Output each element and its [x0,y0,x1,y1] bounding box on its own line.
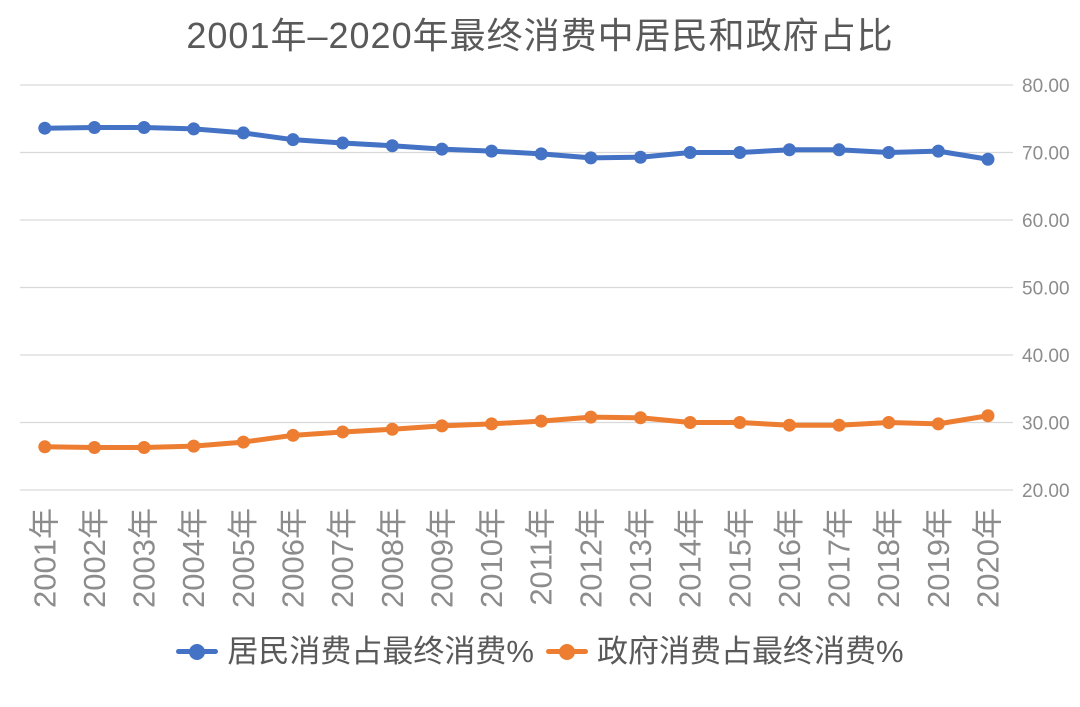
legend-item-1: 政府消费占最终消费% [546,636,904,667]
series-1-point-2006年 [286,428,300,442]
series-0-point-2017年 [832,143,846,157]
y-axis-tick-label: 70.00 [1022,144,1070,165]
x-axis-tick-label: 2006年 [276,508,311,608]
series-0-point-2001年 [38,121,52,135]
series-1-point-2010年 [485,417,499,431]
legend-line-marker-icon [546,643,588,660]
series-0-point-2020年 [981,152,995,166]
series-0-point-2009年 [435,142,449,156]
x-axis-tick-label: 2019年 [921,508,956,608]
series-1-point-2018年 [882,416,896,429]
series-1-point-2015年 [733,416,747,429]
x-axis-tick-label: 2011年 [524,508,559,606]
series-1-point-2005年 [236,435,250,449]
x-axis-tick-label: 2008年 [375,508,410,608]
series-1-point-2017年 [832,418,846,432]
y-axis-tick-label: 30.00 [1022,414,1070,435]
x-axis-tick-label: 2007年 [325,508,360,608]
legend-item-0: 居民消费占最终消费% [176,636,534,667]
x-axis-tick-label: 2004年 [176,508,211,608]
y-axis-tick-label: 80.00 [1022,76,1070,97]
series-1-point-2014年 [683,416,697,429]
series-line-0 [42,125,991,162]
series-0-point-2004年 [187,122,201,136]
x-axis-tick-label: 2009年 [424,508,459,608]
y-axis-tick-label: 40.00 [1022,346,1070,367]
series-0-point-2018年 [882,146,896,159]
series-1-point-2001年 [38,440,52,454]
chart-title: 2001年–2020年最终消费中居民和政府占比 [186,15,894,56]
x-axis-tick-label: 2013年 [623,508,658,608]
series-0-point-2002年 [87,121,101,135]
legend-marker-dot [189,643,206,660]
x-axis-tick-label: 2010年 [474,508,509,608]
x-axis-tick-label: 2020年 [970,508,1005,608]
series-1-point-2002年 [87,440,101,454]
x-axis-tick-label: 2018年 [871,508,906,608]
legend-marker-dot [559,643,575,660]
x-axis-tick-label: 2005年 [226,508,261,608]
x-axis-tick-label: 2016年 [772,508,807,608]
legend-line-marker-icon [176,643,219,660]
series-0-point-2007年 [336,136,350,150]
legend-label-0: 居民消费占最终消费% [227,634,534,669]
series-1-point-2004年 [187,439,201,453]
series-1-point-2009年 [435,419,449,433]
series-1-point-2003年 [137,440,151,454]
series-1-point-2007年 [336,425,350,439]
series-1-point-2012年 [584,410,598,424]
series-1-point-2013年 [633,411,647,425]
x-axis-tick-label: 2012年 [573,508,608,608]
series-1-point-2020年 [981,409,995,423]
series-0-point-2011年 [534,147,548,161]
y-axis-tick-label: 60.00 [1022,211,1070,232]
series-0-point-2008年 [385,139,399,153]
series-1-point-2011年 [534,414,548,428]
chart-legend: 居民消费占最终消费% 政府消费占最终消费% [0,636,1080,667]
series-0-point-2006年 [286,133,300,147]
y-axis-tick-label: 20.00 [1022,481,1070,502]
series-0-point-2010年 [485,144,499,158]
series-0-point-2005年 [236,126,250,140]
x-axis-tick-label: 2002年 [77,508,112,608]
series-0-point-2013年 [633,150,647,164]
x-axis-tick-label: 2014年 [673,508,708,608]
series-1-point-2016年 [782,418,796,432]
series-1-point-2019年 [931,417,945,431]
series-0-point-2016年 [782,143,796,157]
series-0-point-2014年 [683,146,697,159]
series-0-point-2015年 [733,146,747,159]
legend-label-1: 政府消费占最终消费% [597,634,904,669]
x-axis-tick-label: 2017年 [822,508,857,608]
x-axis-tick-label: 2003年 [127,508,162,608]
series-0-point-2019年 [931,144,945,158]
series-line-1 [42,413,991,450]
x-axis-tick-label: 2015年 [722,508,757,608]
y-axis-tick-label: 50.00 [1022,279,1070,300]
x-axis-tick-label: 2001年 [27,508,62,608]
series-1-point-2008年 [385,422,399,436]
series-0-point-2003年 [137,121,151,135]
series-0-point-2012年 [584,151,598,165]
